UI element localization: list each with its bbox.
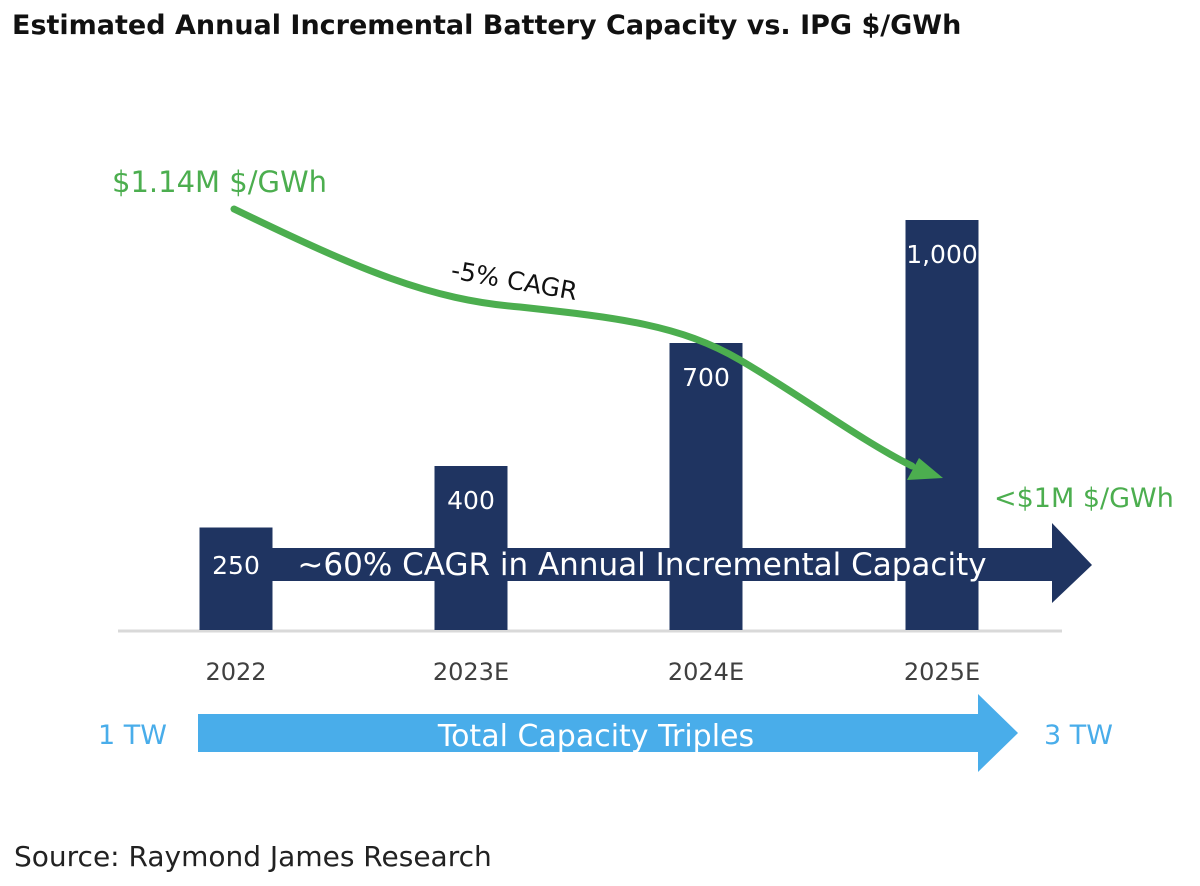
price-start-label: $1.14M $/GWh [112, 165, 327, 199]
bar-value-label-2025e: 1,000 [906, 240, 978, 269]
x-tick-label-2025e: 2025E [904, 658, 980, 686]
capacity-cagr-label: ~60% CAGR in Annual Incremental Capacity [297, 547, 986, 583]
x-tick-label-2024e: 2024E [668, 658, 744, 686]
total-capacity-label: Total Capacity Triples [437, 719, 754, 754]
total-capacity-start-label: 1 TW [98, 720, 167, 751]
capacity-cagr-arrow [200, 523, 1092, 603]
bar-value-label-2024e: 700 [682, 363, 730, 392]
x-tick-label-2023e: 2023E [433, 658, 509, 686]
bar-value-label-2023e: 400 [447, 486, 495, 515]
source-note: Source: Raymond James Research [14, 840, 492, 873]
total-capacity-end-label: 3 TW [1044, 720, 1113, 751]
price-trend-line [230, 205, 916, 470]
x-axis-tick-labels: 2022 2023E 2024E 2025E [205, 658, 980, 686]
total-capacity-arrow [198, 694, 1018, 772]
bar-value-label-2022: 250 [212, 551, 260, 580]
bar-value-labels: 250 400 700 1,000 [212, 240, 978, 580]
price-trend-arrowhead [907, 458, 943, 480]
price-end-label: <$1M $/GWh [994, 483, 1174, 514]
chart-title: Estimated Annual Incremental Battery Cap… [12, 10, 962, 41]
x-tick-label-2022: 2022 [205, 658, 266, 686]
bar-2024e [669, 343, 743, 630]
